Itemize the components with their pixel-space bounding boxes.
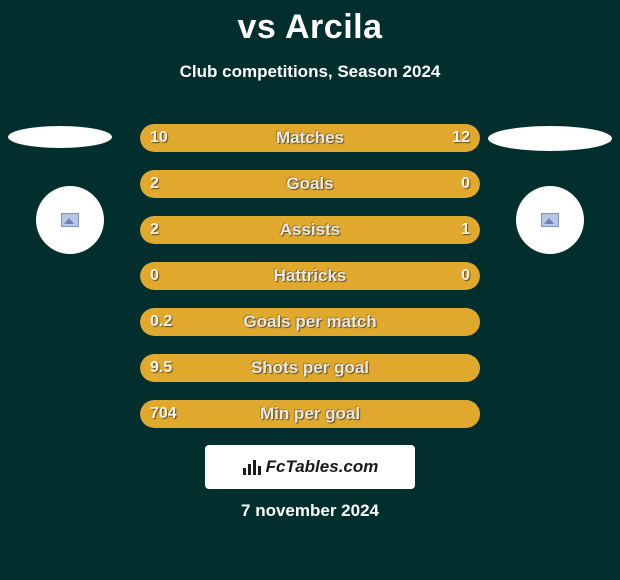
stat-value-right: 1 xyxy=(461,216,470,244)
stat-value-left: 0 xyxy=(150,262,159,290)
stat-label: Min per goal xyxy=(140,400,480,428)
flag-right xyxy=(488,126,612,151)
stat-label: Goals xyxy=(140,170,480,198)
stat-value-left: 2 xyxy=(150,170,159,198)
avatar-right xyxy=(516,186,584,254)
stat-value-left: 10 xyxy=(150,124,168,152)
stat-value-left: 0.2 xyxy=(150,308,172,336)
stat-row: Shots per goal9.5 xyxy=(140,354,480,382)
subtitle: Club competitions, Season 2024 xyxy=(0,62,620,82)
placeholder-icon xyxy=(541,213,559,227)
stat-label: Matches xyxy=(140,124,480,152)
stat-label: Goals per match xyxy=(140,308,480,336)
stat-value-left: 2 xyxy=(150,216,159,244)
page-title: vs Arcila xyxy=(0,8,620,47)
flag-left xyxy=(8,126,112,148)
stat-label: Shots per goal xyxy=(140,354,480,382)
stat-value-left: 704 xyxy=(150,400,177,428)
stat-value-right: 0 xyxy=(461,262,470,290)
stat-row: Assists2 1 xyxy=(140,216,480,244)
stat-value-right: 0 xyxy=(461,170,470,198)
brand-label: FcTables.com xyxy=(266,457,379,477)
stat-value-right: 12 xyxy=(452,124,470,152)
stat-row: Matches10 12 xyxy=(140,124,480,152)
stat-row: Hattricks0 0 xyxy=(140,262,480,290)
placeholder-icon xyxy=(61,213,79,227)
brand-icon xyxy=(242,458,262,476)
stat-row: Goals2 0 xyxy=(140,170,480,198)
stat-value-left: 9.5 xyxy=(150,354,172,382)
brand-box: FcTables.com xyxy=(205,445,415,489)
date-text: 7 november 2024 xyxy=(0,501,620,521)
brand-text: FcTables.com xyxy=(242,457,379,477)
stat-row: Goals per match0.2 xyxy=(140,308,480,336)
stats-bars: Matches1012Goals20Assists21Hattricks00Go… xyxy=(140,124,480,446)
stat-label: Assists xyxy=(140,216,480,244)
stat-row: Min per goal704 xyxy=(140,400,480,428)
stat-label: Hattricks xyxy=(140,262,480,290)
avatar-left xyxy=(36,186,104,254)
